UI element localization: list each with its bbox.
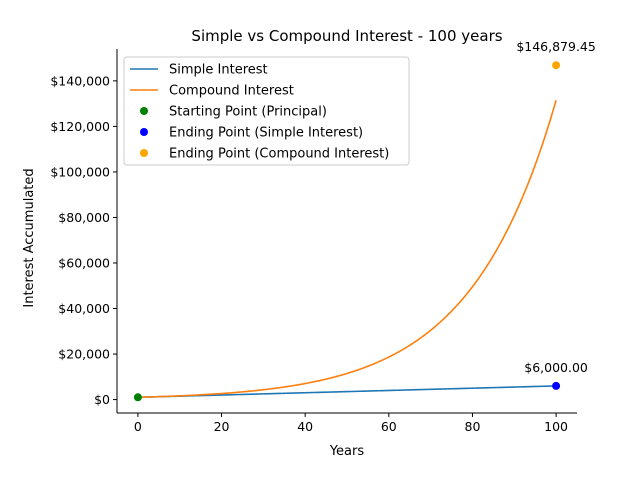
y-tick-label: $140,000: [50, 73, 110, 88]
legend-swatch-marker: [140, 128, 148, 136]
y-tick-label: $20,000: [58, 347, 110, 362]
legend-swatch-marker: [140, 149, 148, 157]
simple-end-value-label: $6,000.00: [524, 360, 588, 375]
ending-point-simple-marker: [552, 381, 561, 390]
plot-area: 0 20 40 60 80 100 $0 $20,000 $40,000 $60,000 $80,0…: [50, 39, 596, 434]
legend-label: Ending Point (Simple Interest): [169, 126, 363, 141]
starting-point-marker: [133, 393, 142, 402]
x-tick-label: 100: [544, 419, 568, 434]
legend-box: [123, 56, 410, 166]
legend-label: Simple Interest: [169, 63, 268, 78]
x-tick-label: 60: [381, 419, 397, 434]
y-tick-label: $40,000: [58, 301, 110, 316]
y-tick-label: $80,000: [58, 210, 110, 225]
x-tick-label: 40: [297, 419, 313, 434]
legend-label: Ending Point (Compound Interest): [169, 147, 389, 162]
y-axis-title: Interest Accumulated: [22, 168, 37, 307]
ending-point-compound-marker: [552, 61, 561, 70]
x-tick-label: 20: [214, 419, 230, 434]
x-tick-label: 0: [134, 419, 142, 434]
compound-end-value-label: $146,879.45: [516, 39, 596, 54]
y-tick-label: $120,000: [50, 119, 110, 134]
chart-title: Simple vs Compound Interest - 100 years: [191, 27, 502, 45]
legend: Simple Interest Compound Interest Starting…: [123, 56, 410, 166]
x-tick-label: 80: [465, 419, 481, 434]
y-tick-label: $60,000: [58, 255, 110, 270]
compound-interest-line: [137, 99, 557, 399]
legend-label: Compound Interest: [169, 84, 294, 99]
y-tick-label: $100,000: [50, 164, 110, 179]
legend-swatch-marker: [140, 107, 148, 115]
x-axis-title: Years: [329, 444, 365, 459]
simple-interest-line: [137, 385, 557, 399]
legend-label: Starting Point (Principal): [169, 105, 327, 120]
y-tick-label: $0: [94, 392, 110, 407]
